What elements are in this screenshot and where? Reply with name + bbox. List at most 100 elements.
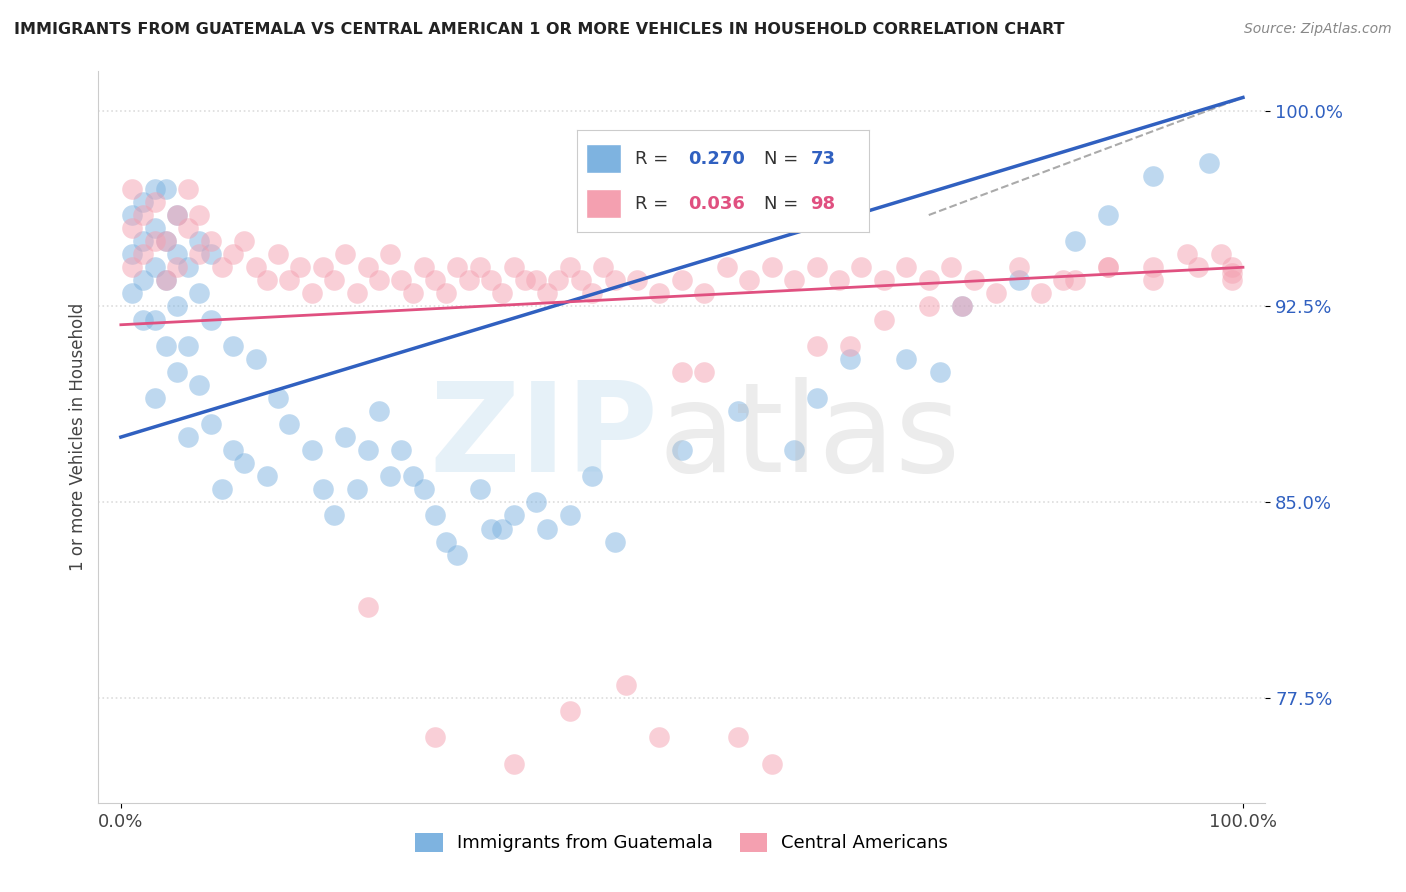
Point (524, 273, 547, 287)
Point (301, 443, 323, 458)
Point (200, 417, 222, 431)
Point (267, 247, 290, 261)
Point (929, 365, 952, 379)
Point (143, 234, 166, 248)
Point (412, 483, 434, 497)
Point (132, 312, 155, 326)
Point (211, 260, 233, 275)
Point (357, 599, 380, 614)
Point (806, 391, 828, 405)
Point (188, 377, 211, 392)
Point (1220, 266, 1243, 280)
Point (671, 443, 693, 458)
Point (166, 247, 188, 261)
Point (132, 247, 155, 261)
Point (839, 351, 862, 366)
Point (155, 273, 177, 287)
Point (188, 234, 211, 248)
Point (166, 208, 188, 222)
Point (693, 286, 716, 301)
Point (671, 273, 693, 287)
Point (479, 522, 502, 536)
Point (155, 273, 177, 287)
Point (423, 273, 446, 287)
Point (389, 273, 412, 287)
Point (312, 483, 335, 497)
Point (592, 260, 614, 275)
Point (323, 508, 346, 523)
Point (166, 365, 188, 379)
Point (121, 182, 143, 196)
Point (479, 273, 502, 287)
Point (290, 260, 312, 275)
Point (952, 300, 974, 314)
Point (828, 273, 851, 287)
Point (222, 339, 245, 353)
Point (423, 508, 446, 523)
Y-axis label: 1 or more Vehicles in Household: 1 or more Vehicles in Household (69, 303, 87, 571)
Point (896, 260, 918, 275)
Point (693, 365, 716, 379)
Point (783, 273, 806, 287)
Point (312, 260, 335, 275)
Point (177, 182, 200, 196)
Point (716, 260, 738, 275)
Point (121, 221, 143, 235)
Point (434, 286, 457, 301)
Point (1198, 155, 1220, 169)
Point (783, 443, 806, 458)
Point (222, 443, 245, 458)
Point (378, 247, 402, 261)
Point (536, 522, 558, 536)
Point (1220, 260, 1243, 275)
Legend: Immigrants from Guatemala, Central Americans: Immigrants from Guatemala, Central Ameri… (408, 826, 956, 860)
Point (1220, 273, 1243, 287)
Point (1142, 273, 1164, 287)
Point (491, 522, 513, 536)
Point (423, 731, 446, 745)
Point (761, 260, 783, 275)
Point (166, 208, 188, 222)
Point (143, 221, 166, 235)
Point (301, 286, 323, 301)
Point (1209, 247, 1232, 261)
Point (132, 234, 155, 248)
Point (378, 469, 402, 483)
Point (155, 182, 177, 196)
Point (1007, 260, 1029, 275)
Point (256, 469, 278, 483)
Point (1142, 260, 1164, 275)
Point (502, 756, 524, 771)
Point (368, 404, 391, 418)
Point (491, 286, 513, 301)
Point (256, 273, 278, 287)
Point (245, 351, 267, 366)
Point (1097, 208, 1119, 222)
Point (278, 417, 301, 431)
Point (839, 339, 862, 353)
Point (581, 469, 603, 483)
Point (502, 260, 524, 275)
Point (245, 260, 267, 275)
Point (155, 234, 177, 248)
Point (188, 286, 211, 301)
Point (323, 273, 346, 287)
Point (177, 221, 200, 235)
Text: Source: ZipAtlas.com: Source: ZipAtlas.com (1244, 22, 1392, 37)
Point (357, 260, 380, 275)
Point (502, 508, 524, 523)
Point (468, 483, 491, 497)
Text: atlas: atlas (658, 376, 960, 498)
Point (346, 286, 368, 301)
Point (188, 247, 211, 261)
Point (761, 756, 783, 771)
Point (896, 351, 918, 366)
Point (121, 208, 143, 222)
Point (121, 286, 143, 301)
Point (558, 260, 581, 275)
Point (851, 260, 873, 275)
Point (143, 194, 166, 209)
Point (524, 495, 547, 509)
Point (581, 286, 603, 301)
Point (941, 260, 963, 275)
